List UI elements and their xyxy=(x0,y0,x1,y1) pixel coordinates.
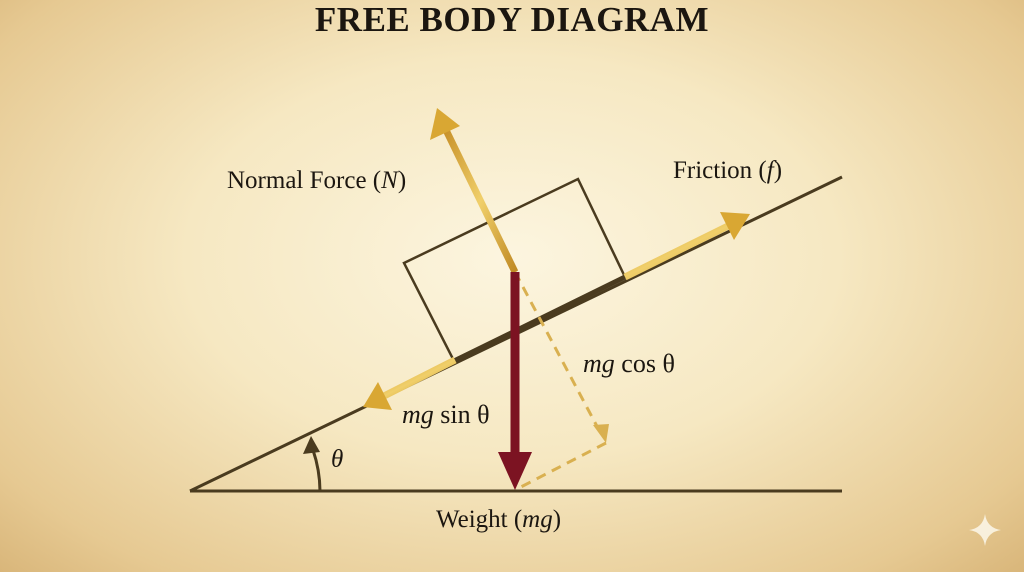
mg-sin-arrow xyxy=(382,356,457,400)
friction-arrowhead xyxy=(720,212,750,240)
mg-sin-label: mg sin θ xyxy=(402,400,490,430)
label-text: ) xyxy=(552,506,562,533)
label-symbol: mg xyxy=(402,400,434,429)
component-dashed-base xyxy=(516,441,607,491)
label-text: sin θ xyxy=(433,400,490,429)
angle-arrowhead xyxy=(303,436,320,454)
label-text: cos θ xyxy=(614,349,675,378)
weight-label: Weight (mg) xyxy=(436,506,561,534)
normal-force-arrow xyxy=(442,128,519,274)
diagram-title: FREE BODY DIAGRAM xyxy=(314,0,710,39)
angle-arc xyxy=(311,449,322,492)
component-dashed-lines xyxy=(513,271,602,433)
normal-force-label: Normal Force (N) xyxy=(227,167,406,195)
label-text: ) xyxy=(397,167,407,194)
label-symbol: f xyxy=(766,157,774,184)
label-symbol: mg xyxy=(522,506,553,533)
cos-arrowhead xyxy=(593,424,609,443)
label-text: Normal Force ( xyxy=(227,167,382,194)
sparkle-icon xyxy=(969,514,1001,546)
friction-arrow xyxy=(623,222,730,281)
label-text: Weight ( xyxy=(436,506,523,533)
friction-label: Friction (f) xyxy=(673,157,782,185)
normal-arrowhead xyxy=(430,108,460,140)
label-symbol: N xyxy=(381,167,398,194)
label-text: Friction ( xyxy=(673,157,767,184)
mg-sin-arrowhead xyxy=(363,382,392,410)
label-symbol: mg xyxy=(583,349,615,378)
mg-cos-label: mg cos θ xyxy=(583,349,675,379)
theta-label: θ xyxy=(331,446,344,473)
label-text: ) xyxy=(773,157,783,184)
weight-arrowhead xyxy=(498,452,532,490)
